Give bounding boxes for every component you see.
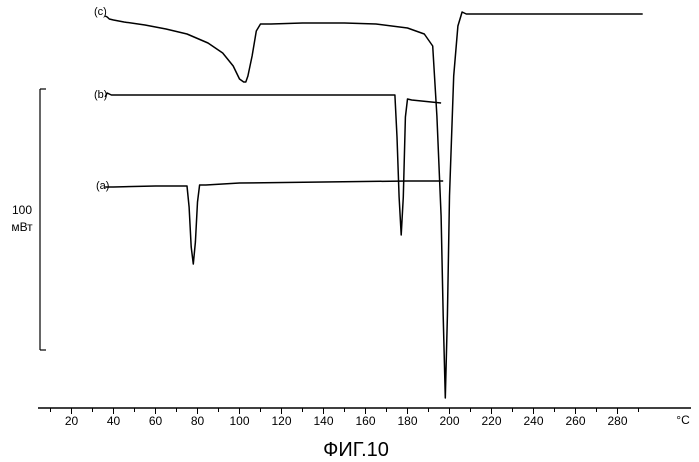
x-tick-label-60: 60: [149, 414, 163, 428]
series-a-curve: [105, 181, 443, 264]
x-tick-label-180: 180: [397, 414, 417, 428]
x-tick-label-40: 40: [107, 414, 121, 428]
x-tick-label-100: 100: [229, 414, 249, 428]
x-tick-label-280: 280: [607, 414, 627, 428]
x-tick-label-220: 220: [481, 414, 501, 428]
x-tick-label-80: 80: [191, 414, 205, 428]
series-c-label: (c): [94, 6, 107, 18]
x-tick-label-200: 200: [439, 414, 459, 428]
x-tick-label-240: 240: [523, 414, 543, 428]
scale-bar-value: 100: [12, 203, 32, 217]
scale-bar: [40, 89, 46, 350]
x-tick-label-140: 140: [313, 414, 333, 428]
series-a-label: (a): [96, 180, 109, 192]
x-axis-ticks: 20 40 60 80 100 120 140 160 180 200 220 240 260 280: [51, 408, 639, 428]
x-tick-label-160: 160: [355, 414, 375, 428]
series-b-label: (b): [94, 89, 107, 101]
figure-caption: ФИГ.10: [323, 439, 389, 461]
x-tick-label-120: 120: [271, 414, 291, 428]
series-b-curve: [105, 93, 441, 235]
series-group: (c) (b) (a): [94, 6, 643, 398]
x-tick-label-20: 20: [65, 414, 79, 428]
series-c-curve: [105, 12, 643, 398]
x-tick-label-260: 260: [565, 414, 585, 428]
x-axis-unit: °C: [676, 413, 690, 427]
scale-bar-unit: мВт: [11, 220, 33, 234]
